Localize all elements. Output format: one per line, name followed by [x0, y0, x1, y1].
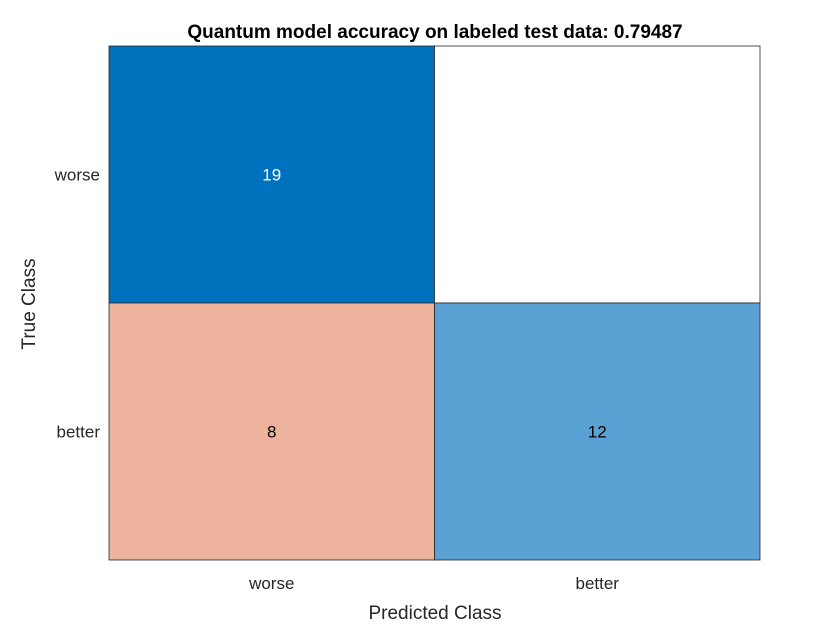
matrix-cell-better-better [434, 302, 761, 561]
x-tick-labels: worse better [248, 574, 619, 593]
x-tick-label-better: better [576, 574, 620, 593]
x-tick-label-worse: worse [248, 574, 294, 593]
y-tick-label-worse: worse [54, 166, 100, 185]
y-tick-label-better: better [57, 423, 101, 442]
matrix-cell-worse-worse [108, 45, 435, 304]
y-tick-labels: worse better [54, 166, 101, 442]
cell-value-better-worse: 8 [267, 423, 276, 442]
x-axis-label: Predicted Class [368, 603, 501, 624]
matrix-cell-worse-better [434, 45, 761, 304]
matrix-cell-better-worse [108, 302, 435, 561]
y-axis-label: True Class [19, 258, 40, 349]
cell-value-worse-worse: 19 [262, 166, 281, 185]
matrix-cells [108, 45, 761, 561]
chart-title: Quantum model accuracy on labeled test d… [187, 22, 682, 43]
cell-value-better-better: 12 [588, 423, 607, 442]
matrix-cell-labels: 19 8 12 [262, 166, 606, 442]
